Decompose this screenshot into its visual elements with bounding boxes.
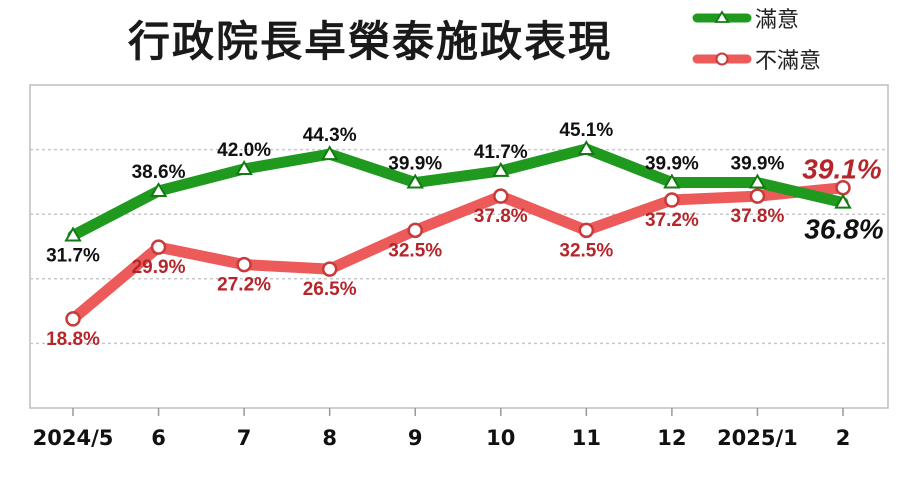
data-label-dissatisfied: 37.8% (474, 206, 528, 227)
data-label-dissatisfied: 39.1% (802, 154, 881, 185)
data-label-dissatisfied: 32.5% (559, 240, 613, 261)
marker-dissatisfied (236, 256, 252, 273)
series-line-dissatisfied (67, 182, 849, 325)
marker-satisfied (235, 159, 253, 175)
data-label-satisfied: 42.0% (217, 140, 271, 161)
data-label-satisfied: 45.1% (559, 120, 613, 141)
marker-dissatisfied (321, 261, 338, 277)
legend-label-satisfied: 滿意 (755, 8, 799, 33)
data-label-satisfied: 31.7% (46, 246, 100, 267)
x-tick-label: 8 (322, 426, 337, 450)
x-tick-label: 10 (486, 426, 515, 450)
data-label-satisfied: 41.7% (474, 142, 528, 163)
x-tick-label: 6 (151, 426, 166, 450)
data-label-dissatisfied: 26.5% (303, 279, 357, 300)
marker-dissatisfied (664, 192, 680, 208)
legend-marker-satisfied (714, 10, 730, 23)
data-label-dissatisfied: 27.2% (217, 275, 271, 296)
marker-dissatisfied (407, 222, 423, 239)
marker-satisfied (834, 193, 852, 209)
data-label-dissatisfied: 29.9% (132, 257, 186, 278)
x-tick-label: 7 (237, 426, 252, 450)
x-tick-label: 11 (572, 426, 601, 450)
data-label-dissatisfied: 37.2% (645, 210, 699, 231)
data-label-satisfied: 38.6% (132, 162, 186, 183)
marker-dissatisfied (749, 188, 766, 204)
marker-satisfied (149, 181, 168, 197)
x-tick-label: 9 (408, 426, 423, 450)
data-label-satisfied: 39.9% (645, 154, 699, 175)
data-label-satisfied: 44.3% (303, 125, 357, 146)
marker-satisfied (320, 145, 339, 161)
x-tick-label: 2025/1 (717, 426, 798, 450)
marker-satisfied (406, 173, 424, 189)
marker-satisfied (64, 226, 82, 242)
marker-dissatisfied (150, 239, 167, 255)
marker-dissatisfied (65, 311, 81, 327)
x-tick-label: 12 (657, 426, 686, 450)
marker-satisfied (577, 139, 596, 155)
data-label-dissatisfied: 32.5% (388, 240, 442, 261)
data-label-dissatisfied: 18.8% (46, 329, 100, 350)
data-label-satisfied: 39.9% (388, 154, 442, 175)
legend-marker-dissatisfied (715, 52, 729, 66)
series-line-satisfied (67, 143, 849, 242)
data-label-satisfied: 39.9% (731, 154, 785, 175)
marker-satisfied (492, 161, 510, 177)
marker-satisfied (663, 173, 681, 189)
x-tick-label: 2 (836, 426, 851, 450)
data-label-dissatisfied: 37.8% (731, 206, 785, 227)
marker-satisfied (748, 173, 767, 189)
chart-title: 行政院長卓榮泰施政表現 (128, 17, 613, 66)
legend-label-dissatisfied: 不滿意 (755, 49, 821, 74)
data-label-satisfied: 36.8% (804, 214, 883, 245)
marker-dissatisfied (493, 188, 509, 204)
marker-dissatisfied (578, 222, 595, 239)
x-tick-label: 2024/5 (33, 426, 114, 450)
